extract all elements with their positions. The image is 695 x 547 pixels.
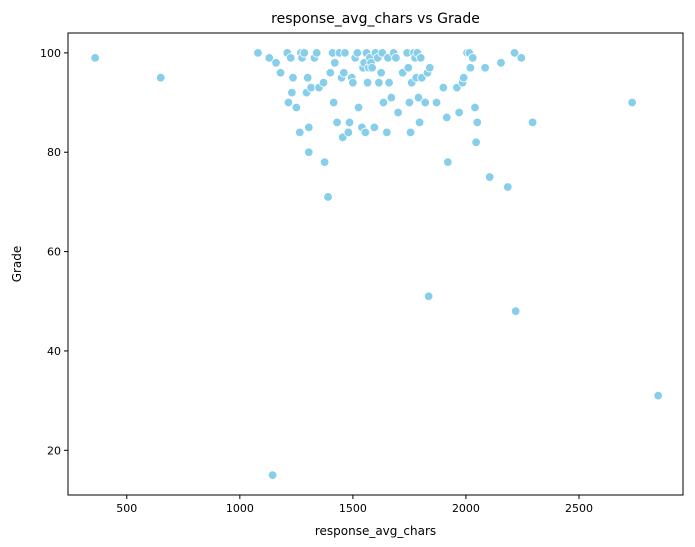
data-point (288, 73, 298, 83)
data-point (458, 73, 469, 83)
y-tick-label: 100 (40, 47, 61, 60)
data-point (468, 53, 478, 63)
data-point (374, 77, 384, 88)
data-point (472, 117, 482, 128)
data-point (403, 63, 413, 73)
x-tick-label: 500 (116, 502, 137, 515)
y-tick-label: 60 (47, 246, 61, 259)
data-point (416, 53, 426, 63)
data-point (344, 117, 355, 128)
x-tick-label: 2000 (452, 502, 480, 515)
data-point (271, 58, 281, 68)
x-tick-label: 1500 (339, 502, 367, 515)
data-point (510, 306, 521, 316)
data-point (90, 53, 100, 63)
data-point (340, 48, 350, 58)
data-point (360, 127, 371, 138)
data-point (362, 77, 373, 88)
data-point (627, 97, 637, 108)
data-point (302, 73, 313, 83)
y-axis-ticks: 20 40 60 80 100 (40, 47, 68, 457)
data-point (306, 82, 316, 93)
data-point (414, 117, 425, 128)
data-point (503, 182, 513, 192)
data-point (353, 102, 364, 113)
data-point (299, 48, 309, 58)
x-tick-label: 2500 (565, 502, 593, 515)
data-point (343, 127, 354, 138)
data-point (496, 58, 506, 68)
y-tick-label: 40 (47, 345, 61, 358)
data-point (330, 58, 340, 68)
data-point (155, 73, 166, 83)
data-point (295, 127, 305, 138)
x-axis-ticks: 500 1000 1500 2000 2500 (116, 495, 593, 515)
data-point (378, 97, 389, 108)
data-point (442, 112, 452, 123)
data-point (393, 107, 403, 118)
data-point (267, 470, 278, 480)
data-point (438, 82, 449, 93)
data-point (431, 97, 442, 108)
data-point (454, 107, 464, 118)
data-point (480, 63, 490, 73)
data-point (443, 157, 453, 167)
data-point (420, 97, 430, 108)
data-point (304, 122, 314, 133)
data-point (516, 53, 527, 63)
y-axis-label: Grade (10, 246, 24, 283)
data-point (527, 117, 538, 128)
data-point (509, 48, 520, 58)
data-point (484, 172, 495, 182)
data-point (332, 117, 342, 128)
data-point (253, 48, 263, 58)
data-point (319, 157, 330, 167)
data-point (318, 77, 329, 88)
y-tick-label: 80 (47, 146, 61, 159)
data-point (423, 291, 434, 301)
data-point (391, 53, 401, 63)
data-point (465, 63, 476, 73)
data-point (352, 48, 363, 58)
data-point (367, 63, 377, 73)
data-point (471, 137, 481, 147)
data-point (287, 87, 297, 98)
data-point (339, 68, 349, 78)
y-tick-label: 20 (47, 444, 61, 457)
data-point (384, 77, 394, 88)
data-point (369, 122, 380, 133)
data-point (413, 92, 424, 103)
data-point (348, 77, 358, 88)
data-point (382, 127, 392, 138)
data-point (275, 68, 286, 78)
x-axis-label: response_avg_chars (315, 524, 436, 538)
data-point (291, 102, 302, 113)
chart-title: response_avg_chars vs Grade (271, 11, 480, 27)
data-points (90, 48, 663, 480)
data-point (425, 63, 435, 73)
data-point (312, 48, 322, 58)
data-point (386, 92, 397, 103)
data-point (405, 127, 416, 138)
plot-frame (67, 32, 684, 496)
data-point (404, 97, 415, 108)
data-point (653, 390, 663, 401)
data-point (283, 97, 294, 108)
x-tick-label: 1000 (226, 502, 254, 515)
data-point (286, 53, 296, 63)
data-point (470, 102, 480, 113)
data-point (376, 68, 386, 78)
data-point (323, 192, 333, 202)
data-point (304, 147, 314, 157)
data-point (325, 68, 335, 78)
data-point (264, 53, 274, 63)
data-point (328, 97, 339, 108)
